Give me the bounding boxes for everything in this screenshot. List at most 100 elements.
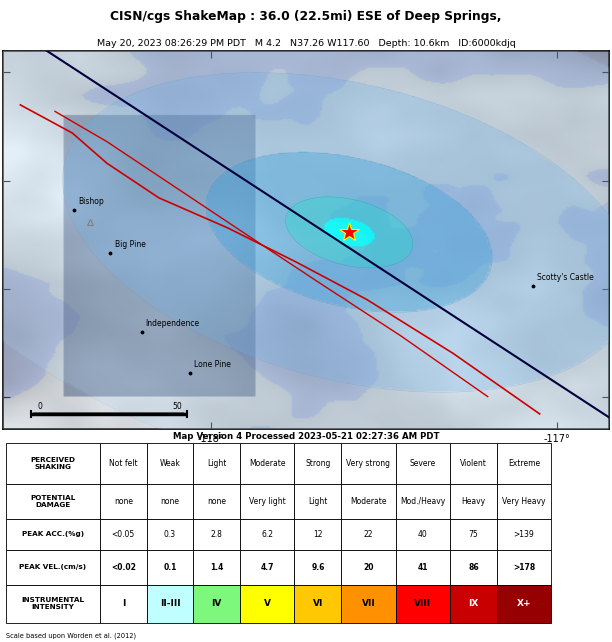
Text: PEAK ACC.(%g): PEAK ACC.(%g) <box>22 531 84 537</box>
Bar <box>6 584 100 623</box>
Text: PEAK VEL.(cm/s): PEAK VEL.(cm/s) <box>20 564 87 570</box>
Text: none: none <box>114 497 133 506</box>
Bar <box>147 584 193 623</box>
Text: none: none <box>207 497 226 506</box>
Text: 0.3: 0.3 <box>164 530 176 539</box>
Text: 50: 50 <box>173 401 182 410</box>
Bar <box>294 550 341 584</box>
Bar <box>100 443 147 483</box>
Text: 0: 0 <box>38 401 43 410</box>
Text: Scotty's Castle: Scotty's Castle <box>537 273 594 282</box>
Text: 4.7: 4.7 <box>261 562 274 571</box>
Text: 1.4: 1.4 <box>210 562 223 571</box>
Bar <box>240 483 294 519</box>
Bar <box>100 550 147 584</box>
Bar <box>294 519 341 550</box>
Bar <box>193 443 240 483</box>
Text: <0.05: <0.05 <box>112 530 135 539</box>
Text: Independence: Independence <box>146 318 200 327</box>
Bar <box>147 443 193 483</box>
Bar <box>100 584 147 623</box>
Text: Not felt: Not felt <box>109 459 138 468</box>
Bar <box>100 519 147 550</box>
Text: Very light: Very light <box>249 497 286 506</box>
Bar <box>497 483 551 519</box>
Bar <box>240 519 294 550</box>
Bar <box>147 519 193 550</box>
Text: Lone Pine: Lone Pine <box>194 360 231 369</box>
Bar <box>6 519 100 550</box>
Bar <box>240 443 294 483</box>
Bar <box>450 550 497 584</box>
Bar <box>294 584 341 623</box>
Bar <box>6 483 100 519</box>
Text: 0.1: 0.1 <box>163 562 177 571</box>
Text: VII: VII <box>362 600 375 609</box>
Bar <box>193 584 240 623</box>
Text: Light: Light <box>308 497 327 506</box>
Bar <box>193 550 240 584</box>
Bar <box>341 443 396 483</box>
Text: II-III: II-III <box>160 600 181 609</box>
Text: IX: IX <box>468 600 479 609</box>
Text: I: I <box>122 600 125 609</box>
Bar <box>396 519 450 550</box>
Text: 86: 86 <box>468 562 479 571</box>
Text: 2.8: 2.8 <box>211 530 223 539</box>
Text: Violent: Violent <box>460 459 487 468</box>
Text: 75: 75 <box>469 530 479 539</box>
Text: Extreme: Extreme <box>508 459 540 468</box>
Text: Severe: Severe <box>410 459 436 468</box>
Bar <box>100 483 147 519</box>
Text: 22: 22 <box>364 530 373 539</box>
Bar <box>193 483 240 519</box>
Bar <box>6 550 100 584</box>
Bar <box>341 584 396 623</box>
Bar <box>6 443 100 483</box>
Text: IV: IV <box>211 600 222 609</box>
Text: 12: 12 <box>313 530 323 539</box>
Text: Mod./Heavy: Mod./Heavy <box>400 497 446 506</box>
Bar <box>450 443 497 483</box>
Bar <box>497 519 551 550</box>
Bar <box>396 584 450 623</box>
Text: 20: 20 <box>363 562 374 571</box>
Bar <box>396 443 450 483</box>
Bar <box>450 483 497 519</box>
Text: POTENTIAL
DAMAGE: POTENTIAL DAMAGE <box>31 494 76 508</box>
Bar <box>497 550 551 584</box>
Bar <box>147 550 193 584</box>
Text: Very Heavy: Very Heavy <box>502 497 546 506</box>
Text: Moderate: Moderate <box>249 459 285 468</box>
Text: May 20, 2023 08:26:29 PM PDT   M 4.2   N37.26 W117.60   Depth: 10.6km   ID:6000k: May 20, 2023 08:26:29 PM PDT M 4.2 N37.2… <box>97 39 515 48</box>
Text: Very strong: Very strong <box>346 459 390 468</box>
Text: Light: Light <box>207 459 226 468</box>
Bar <box>341 550 396 584</box>
Bar <box>396 550 450 584</box>
Bar <box>341 483 396 519</box>
Text: 6.2: 6.2 <box>261 530 273 539</box>
Text: <0.02: <0.02 <box>111 562 136 571</box>
Text: VI: VI <box>313 600 323 609</box>
Text: CISN/cgs ShakeMap : 36.0 (22.5mi) ESE of Deep Springs,: CISN/cgs ShakeMap : 36.0 (22.5mi) ESE of… <box>110 10 502 23</box>
Text: 40: 40 <box>418 530 428 539</box>
Bar <box>240 550 294 584</box>
Text: Heavy: Heavy <box>461 497 485 506</box>
Bar <box>497 584 551 623</box>
Bar <box>341 519 396 550</box>
Text: VIII: VIII <box>414 600 431 609</box>
Bar <box>294 443 341 483</box>
Text: >139: >139 <box>513 530 534 539</box>
Text: none: none <box>160 497 179 506</box>
Bar <box>147 483 193 519</box>
Bar <box>396 483 450 519</box>
Text: >178: >178 <box>513 562 536 571</box>
Text: Weak: Weak <box>160 459 181 468</box>
Text: X+: X+ <box>517 600 531 609</box>
Text: Moderate: Moderate <box>350 497 387 506</box>
Text: Big Pine: Big Pine <box>114 239 146 248</box>
Bar <box>193 519 240 550</box>
Text: Scale based upon Worden et al. (2012): Scale based upon Worden et al. (2012) <box>6 633 136 639</box>
Bar <box>450 519 497 550</box>
Bar <box>240 584 294 623</box>
